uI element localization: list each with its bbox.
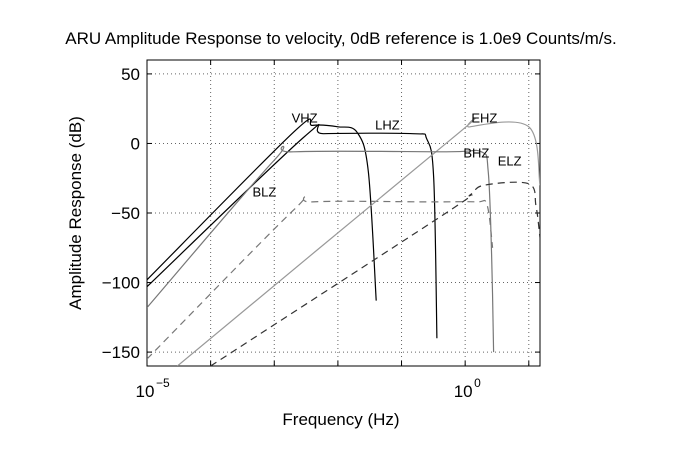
x-tick-exponent: 0 (474, 376, 481, 390)
series-label-bhz: BHZ (463, 145, 489, 160)
series-label-ehz: EHZ (471, 111, 497, 126)
y-axis-label: Amplitude Response (dB) (66, 116, 85, 310)
y-tick-label: 0 (131, 134, 140, 153)
series-label-vhz: VHZ (292, 111, 318, 126)
series-line-elz (210, 181, 540, 366)
x-tick-base: 10 (136, 382, 155, 401)
y-tick-label: 50 (121, 65, 140, 84)
chart-title: ARU Amplitude Response to velocity, 0dB … (65, 29, 617, 48)
y-tick-label: −100 (102, 274, 140, 293)
x-tick-label: 10 −5 (136, 376, 170, 401)
series-label-elz: ELZ (498, 154, 522, 169)
series-label-lhz: LHZ (375, 118, 400, 133)
series-lines (147, 117, 540, 366)
x-axis-label: Frequency (Hz) (282, 410, 399, 429)
series-label-blz: BLZ (252, 184, 276, 199)
series-line-ehz (177, 117, 540, 366)
y-tick-label: −150 (102, 343, 140, 362)
y-tick-label: −50 (111, 204, 140, 223)
x-tick-exponent: −5 (156, 376, 170, 390)
series-line-blz (147, 195, 494, 360)
x-tick-base: 10 (454, 382, 473, 401)
series-line-lhz (147, 124, 438, 339)
series-line-bhz (147, 145, 495, 353)
grid-lines (147, 60, 540, 366)
x-tick-label: 10 0 (454, 376, 481, 401)
series-labels: VHZ LHZ BLZ EHZ BHZ ELZ (252, 111, 521, 200)
series-line-vhz (147, 118, 377, 301)
